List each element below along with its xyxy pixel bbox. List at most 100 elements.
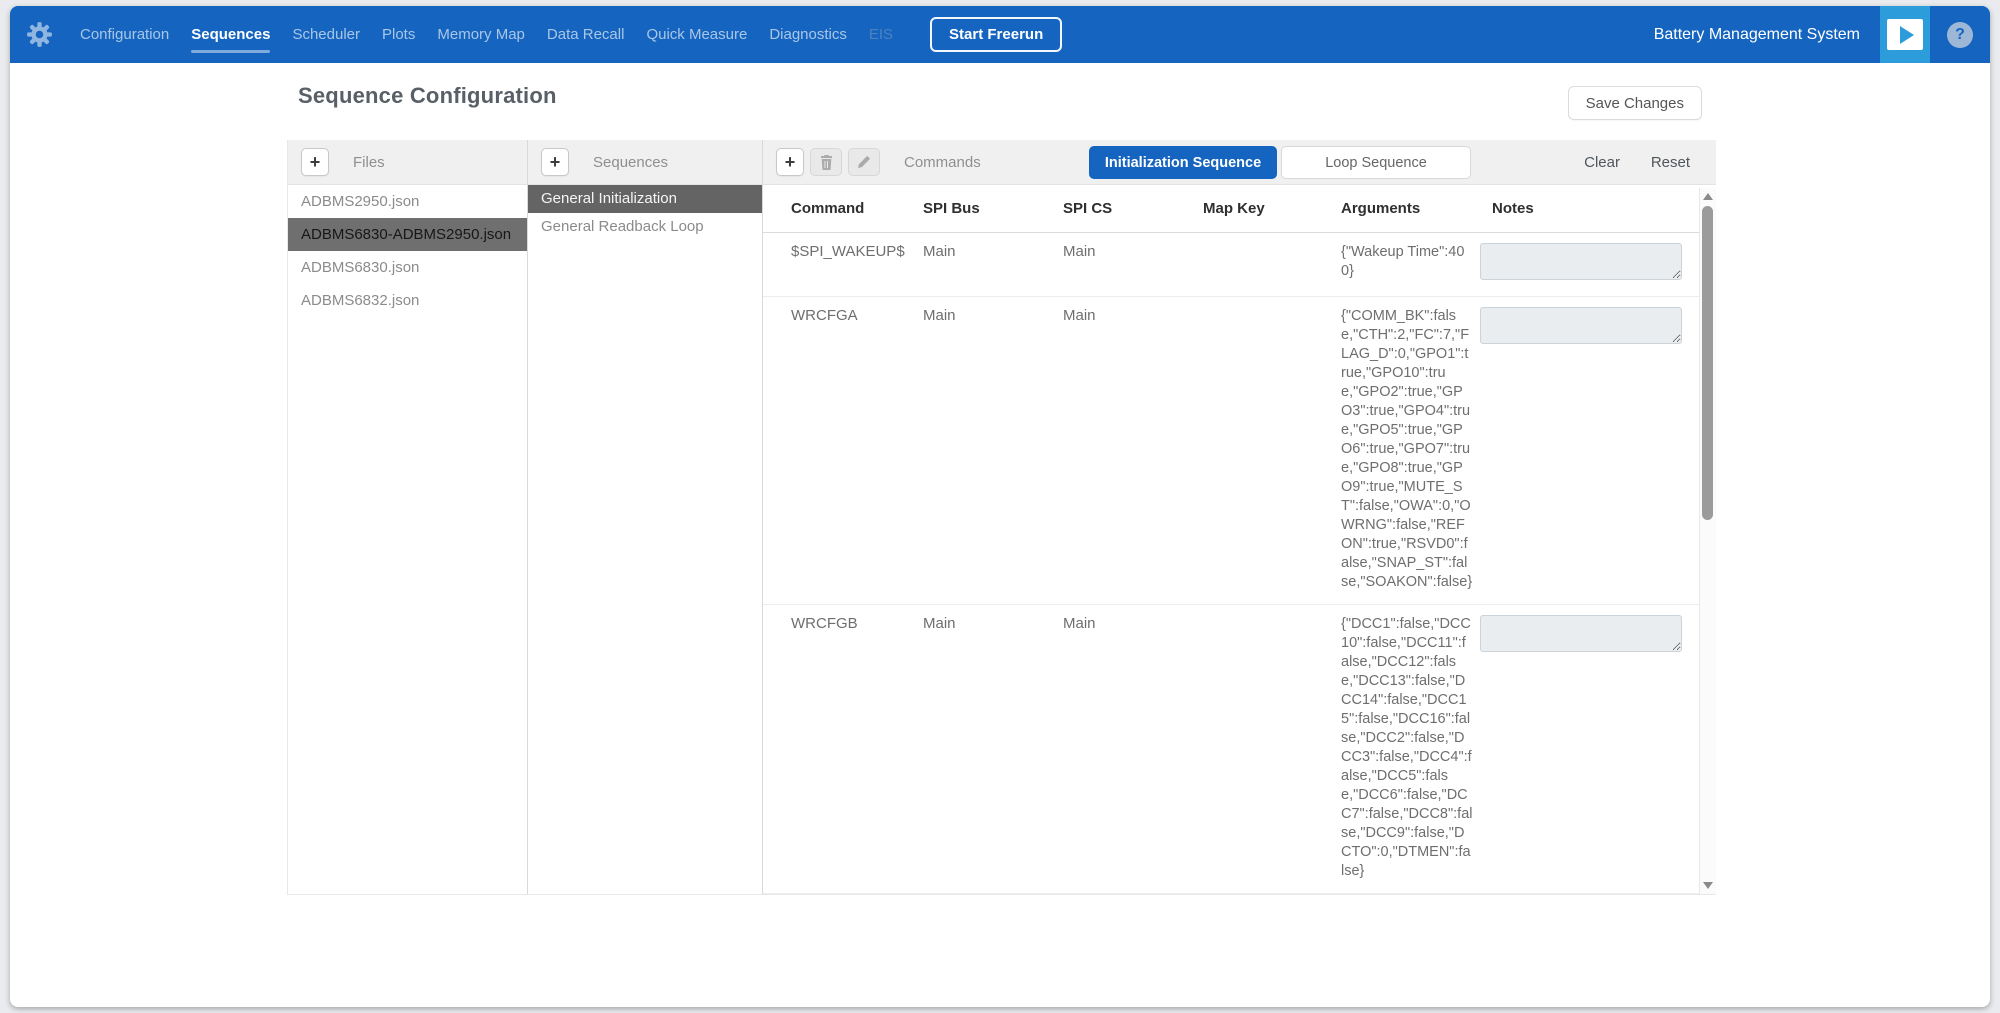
sequences-panel-header: + Sequences [528, 140, 762, 185]
spi-bus-cell: Main [923, 307, 1063, 592]
column-header: Notes [1478, 200, 1699, 217]
scroll-up-arrow-icon[interactable] [1703, 193, 1713, 200]
pencil-icon [857, 155, 871, 169]
edit-command-button[interactable] [848, 148, 880, 176]
file-item[interactable]: ADBMS6832.json [288, 284, 527, 317]
delete-command-button[interactable] [810, 148, 842, 176]
app-window: Configuration Sequences Scheduler Plots … [10, 6, 1990, 1007]
nav-item-configuration[interactable]: Configuration [69, 18, 180, 51]
scroll-down-arrow-icon[interactable] [1703, 882, 1713, 889]
arguments-cell: {"DCC1":false,"DCC10":false,"DCC11":fals… [1341, 615, 1478, 881]
column-header: Arguments [1341, 200, 1478, 217]
gear-icon [26, 21, 53, 48]
nav-item-sequences[interactable]: Sequences [180, 18, 281, 51]
files-list: ADBMS2950.jsonADBMS6830-ADBMS2950.jsonAD… [288, 185, 527, 317]
map-key-cell [1203, 615, 1341, 881]
notes-textarea[interactable] [1480, 307, 1682, 344]
start-freerun-button[interactable]: Start Freerun [930, 17, 1062, 52]
navbar-right: Battery Management System ? [1654, 6, 1990, 63]
command-cell: WRCFGB [763, 615, 923, 881]
files-panel-header: + Files [288, 140, 527, 185]
column-header: SPI Bus [923, 200, 1063, 217]
app-brand: Battery Management System [1654, 26, 1860, 44]
commands-table-header: CommandSPI BusSPI CSMap KeyArgumentsNote… [763, 185, 1699, 233]
plus-icon: + [785, 152, 796, 173]
command-row[interactable]: WRCFGA Main Main {"COMM_BK":false,"CTH":… [763, 297, 1699, 605]
file-item[interactable]: ADBMS6830-ADBMS2950.json [288, 218, 527, 251]
nav-item-quick-measure[interactable]: Quick Measure [635, 18, 758, 51]
tab-initialization-sequence[interactable]: Initialization Sequence [1089, 146, 1277, 179]
nav-item-label: Sequences [191, 26, 270, 43]
top-navbar: Configuration Sequences Scheduler Plots … [10, 6, 1990, 63]
clear-button[interactable]: Clear [1584, 140, 1620, 185]
nav-item-label: EIS [869, 26, 893, 43]
sequences-panel-label: Sequences [593, 154, 668, 171]
files-panel: + Files ADBMS2950.jsonADBMS6830-ADBMS295… [288, 140, 528, 894]
nav-item-label: Quick Measure [646, 26, 747, 43]
commands-table-body: $SPI_WAKEUP$ Main Main {"Wakeup Time":40… [763, 233, 1699, 894]
nav-item-diagnostics[interactable]: Diagnostics [758, 18, 858, 51]
nav-item-plots[interactable]: Plots [371, 18, 426, 51]
add-sequence-button[interactable]: + [541, 148, 569, 176]
play-button[interactable] [1880, 6, 1930, 63]
question-mark-icon: ? [1955, 26, 1965, 44]
plus-icon: + [550, 152, 561, 173]
spi-cs-cell: Main [1063, 243, 1203, 284]
sequence-type-tabs: Initialization Sequence Loop Sequence [1089, 146, 1471, 179]
sequence-item[interactable]: General Initialization [528, 185, 762, 213]
spi-bus-cell: Main [923, 615, 1063, 881]
nav-items: Configuration Sequences Scheduler Plots … [69, 18, 904, 51]
notes-textarea[interactable] [1480, 615, 1682, 652]
nav-item-memory-map[interactable]: Memory Map [426, 18, 536, 51]
plus-icon: + [310, 152, 321, 173]
commands-panel-label: Commands [904, 154, 981, 171]
files-panel-label: Files [353, 154, 385, 171]
nav-item-label: Configuration [80, 26, 169, 43]
panels-container: + Files ADBMS2950.jsonADBMS6830-ADBMS295… [287, 140, 1716, 895]
notes-cell [1478, 615, 1699, 881]
trash-icon [820, 155, 833, 170]
save-changes-button[interactable]: Save Changes [1568, 86, 1702, 120]
spi-cs-cell: Main [1063, 307, 1203, 592]
nav-item-label: Data Recall [547, 26, 625, 43]
sequences-panel: + Sequences General InitializationGenera… [528, 140, 763, 894]
vertical-scrollbar[interactable] [1699, 188, 1716, 894]
page-title: Sequence Configuration [298, 83, 557, 109]
column-header: Map Key [1203, 200, 1341, 217]
sequences-list: General InitializationGeneral Readback L… [528, 185, 762, 241]
nav-item-label: Memory Map [437, 26, 525, 43]
nav-item-eis[interactable]: EIS [858, 18, 904, 51]
command-row[interactable]: $SPI_WAKEUP$ Main Main {"Wakeup Time":40… [763, 233, 1699, 297]
file-item[interactable]: ADBMS6830.json [288, 251, 527, 284]
map-key-cell [1203, 307, 1341, 592]
command-row[interactable]: WRCFGB Main Main {"DCC1":false,"DCC10":f… [763, 605, 1699, 894]
play-icon [1887, 19, 1923, 50]
scrollbar-thumb[interactable] [1702, 206, 1713, 520]
file-item[interactable]: ADBMS2950.json [288, 185, 527, 218]
sequence-item[interactable]: General Readback Loop [528, 213, 762, 241]
add-command-button[interactable]: + [776, 148, 804, 176]
notes-cell [1478, 307, 1699, 592]
spi-cs-cell: Main [1063, 615, 1203, 881]
nav-item-data-recall[interactable]: Data Recall [536, 18, 636, 51]
nav-item-scheduler[interactable]: Scheduler [281, 18, 371, 51]
command-cell: WRCFGA [763, 307, 923, 592]
map-key-cell [1203, 243, 1341, 284]
nav-item-label: Plots [382, 26, 415, 43]
nav-item-label: Diagnostics [769, 26, 847, 43]
spi-bus-cell: Main [923, 243, 1063, 284]
arguments-cell: {"COMM_BK":false,"CTH":2,"FC":7,"FLAG_D"… [1341, 307, 1478, 592]
commands-panel-header: + Commands Initialization Sequence Loop … [763, 140, 1716, 185]
nav-item-label: Scheduler [292, 26, 360, 43]
add-file-button[interactable]: + [301, 148, 329, 176]
tab-loop-sequence[interactable]: Loop Sequence [1281, 146, 1471, 179]
reset-button[interactable]: Reset [1651, 140, 1690, 185]
arguments-cell: {"Wakeup Time":400} [1341, 243, 1478, 284]
notes-textarea[interactable] [1480, 243, 1682, 280]
commands-panel: + Commands Initialization Sequence Loop … [763, 140, 1716, 894]
help-button[interactable]: ? [1947, 22, 1973, 48]
command-cell: $SPI_WAKEUP$ [763, 243, 923, 284]
notes-cell [1478, 243, 1699, 284]
column-header: Command [763, 200, 923, 217]
settings-menu-button[interactable] [26, 21, 53, 48]
